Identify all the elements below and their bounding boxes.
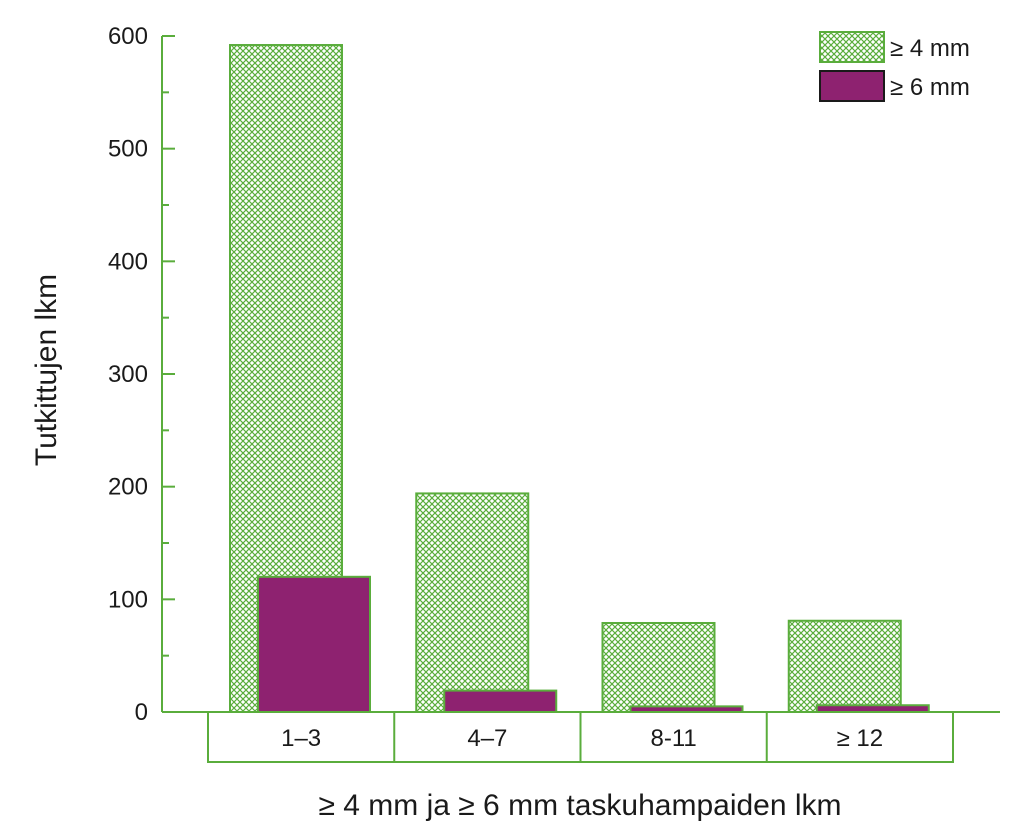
legend-label: ≥ 6 mm bbox=[890, 74, 970, 101]
x-tick-label: 1–3 bbox=[281, 725, 321, 752]
y-axis-title: Tutkittujen lkm bbox=[30, 274, 63, 466]
y-tick-label: 100 bbox=[108, 586, 148, 613]
bar-ge6mm bbox=[815, 704, 930, 713]
y-tick-label: 0 bbox=[135, 699, 148, 726]
y-tick-label: 400 bbox=[108, 248, 148, 275]
bar-ge4mm bbox=[601, 621, 716, 714]
legend-label: ≥ 4 mm bbox=[890, 35, 970, 62]
bar-ge6mm bbox=[443, 689, 558, 713]
bar-ge6mm bbox=[629, 705, 744, 713]
legend-swatch bbox=[819, 31, 885, 63]
y-tick-label: 600 bbox=[108, 23, 148, 50]
bar-ge6mm bbox=[257, 575, 371, 713]
legend-swatch bbox=[819, 70, 885, 102]
bars bbox=[229, 44, 930, 714]
x-tick-label: 4–7 bbox=[467, 725, 507, 752]
legend: ≥ 4 mm ≥ 6 mm bbox=[819, 31, 970, 102]
y-tick-label: 200 bbox=[108, 474, 148, 501]
x-tick-label: 8-11 bbox=[650, 725, 696, 752]
bar-ge4mm bbox=[787, 619, 902, 713]
y-tick-label: 500 bbox=[108, 136, 148, 163]
bar-ge4mm bbox=[415, 492, 530, 713]
x-axis-title: ≥ 4 mm ja ≥ 6 mm taskuhampaiden lkm bbox=[318, 789, 841, 822]
axes: 0 100 200 300 400 500 600 1–3 4–7 8-11 ≥ 12 bbox=[108, 23, 1000, 763]
x-tick-label: ≥ 12 bbox=[837, 725, 884, 752]
y-tick-label: 300 bbox=[108, 361, 148, 388]
